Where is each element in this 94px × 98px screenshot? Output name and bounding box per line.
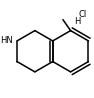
Text: Cl: Cl (79, 10, 87, 19)
Text: H: H (74, 17, 81, 26)
Text: HN: HN (0, 36, 13, 45)
